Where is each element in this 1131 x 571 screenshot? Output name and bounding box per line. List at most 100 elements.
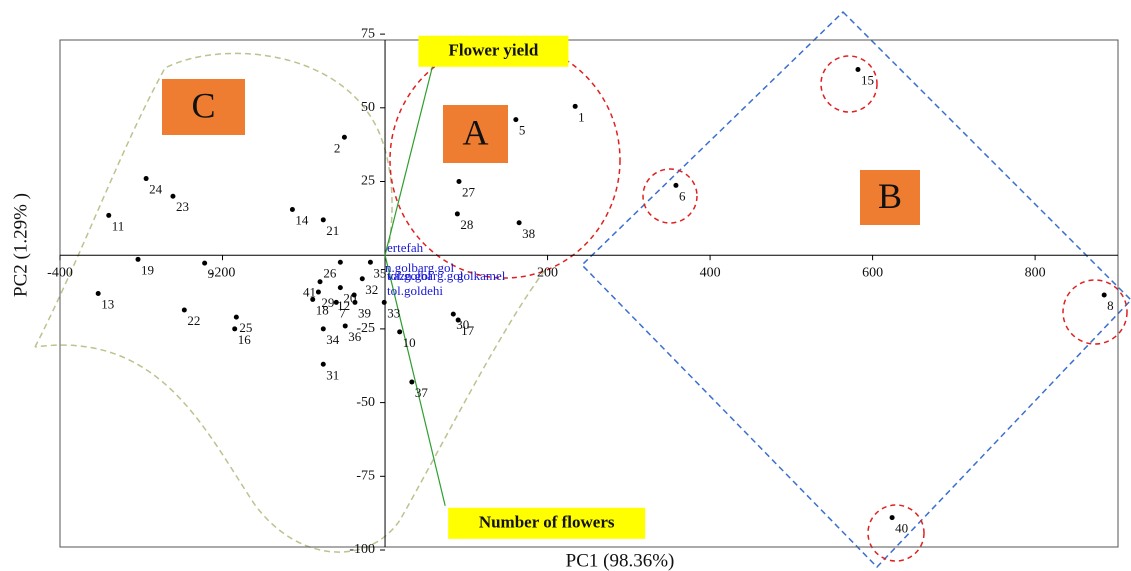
point bbox=[320, 361, 326, 367]
point-label: 25 bbox=[239, 320, 252, 335]
point-label: 24 bbox=[149, 182, 163, 197]
point bbox=[513, 117, 519, 123]
loading-vector bbox=[384, 255, 446, 506]
x-axis-label: PC1 (98.36%) bbox=[566, 550, 675, 571]
highlight-circle bbox=[1062, 279, 1128, 345]
point bbox=[409, 379, 415, 385]
annotation-box bbox=[448, 507, 646, 539]
point bbox=[342, 323, 348, 329]
point bbox=[95, 291, 101, 297]
point bbox=[320, 217, 326, 223]
x-tick-label: 200 bbox=[537, 265, 558, 280]
group-box bbox=[860, 170, 920, 225]
point-label: 37 bbox=[415, 385, 429, 400]
plot-frame bbox=[59, 39, 1119, 548]
point bbox=[337, 285, 343, 291]
point bbox=[1101, 292, 1107, 298]
point-label: 40 bbox=[895, 521, 908, 536]
point bbox=[397, 329, 403, 335]
point-label: 26 bbox=[323, 265, 337, 280]
point bbox=[315, 289, 321, 295]
variable-label: golkamel bbox=[457, 268, 506, 283]
point-label: 15 bbox=[861, 72, 874, 87]
variable-label: n.golbarg.gol bbox=[385, 260, 454, 275]
y-tick-label: -100 bbox=[349, 542, 375, 557]
group-c-outline bbox=[34, 52, 546, 553]
point bbox=[359, 276, 365, 282]
point-label: 31 bbox=[326, 367, 339, 382]
y-tick-label: -50 bbox=[356, 395, 375, 410]
variable-label: tol.golbarg.gol bbox=[387, 268, 464, 283]
point-label: 5 bbox=[519, 123, 526, 138]
point-label: 10 bbox=[403, 335, 416, 350]
point-label: 6 bbox=[679, 188, 686, 203]
point-label: 21 bbox=[326, 223, 339, 238]
point-label: 18 bbox=[316, 302, 329, 317]
group-box bbox=[162, 79, 245, 135]
x-tick-label: 600 bbox=[862, 265, 883, 280]
x-tick-label: 400 bbox=[700, 265, 721, 280]
point bbox=[333, 299, 339, 305]
point bbox=[673, 182, 679, 188]
variable-label: ertefah bbox=[387, 240, 424, 255]
point-label: 23 bbox=[176, 199, 189, 214]
point-label: 12 bbox=[337, 298, 350, 313]
group-label: B bbox=[878, 176, 902, 216]
y-tick-label: 75 bbox=[361, 26, 375, 41]
point bbox=[456, 179, 462, 185]
y-tick-label: -75 bbox=[356, 469, 375, 484]
point bbox=[454, 211, 460, 217]
point bbox=[450, 311, 456, 317]
point-label: 33 bbox=[387, 305, 400, 320]
x-tick-label: -200 bbox=[210, 265, 236, 280]
point-label: 9 bbox=[208, 266, 215, 281]
point-label: 8 bbox=[1107, 298, 1114, 313]
point bbox=[181, 307, 187, 313]
point-label: 14 bbox=[295, 212, 309, 227]
y-axis-label: PC2 (1.29% ) bbox=[10, 193, 31, 297]
point bbox=[337, 259, 343, 265]
point-label: 7 bbox=[339, 305, 346, 320]
point bbox=[310, 296, 316, 302]
point-label: 17 bbox=[461, 323, 475, 338]
point-label: 19 bbox=[141, 262, 154, 277]
point bbox=[202, 260, 208, 266]
point bbox=[572, 103, 578, 109]
point bbox=[233, 314, 239, 320]
point-label: 38 bbox=[522, 226, 535, 241]
highlight-circle bbox=[642, 168, 698, 224]
point bbox=[889, 515, 895, 521]
y-tick-label: -25 bbox=[356, 321, 375, 336]
point bbox=[855, 66, 861, 72]
group-label: C bbox=[191, 85, 215, 125]
point bbox=[135, 256, 141, 262]
point-label: 27 bbox=[462, 184, 476, 199]
group-label: A bbox=[463, 112, 489, 152]
point-label: 39 bbox=[358, 305, 371, 320]
annotation: Flower yield bbox=[448, 41, 538, 60]
y-tick-label: 50 bbox=[361, 100, 375, 115]
point bbox=[170, 193, 176, 199]
point-label: 32 bbox=[365, 282, 378, 297]
point-label: 28 bbox=[460, 217, 473, 232]
point-label: 41 bbox=[303, 285, 316, 300]
highlight-circle bbox=[867, 504, 925, 562]
point bbox=[351, 292, 357, 298]
loading-vector bbox=[384, 54, 437, 256]
point-label: 34 bbox=[326, 332, 340, 347]
point-label: 2 bbox=[334, 140, 341, 155]
point-label: 35 bbox=[373, 265, 386, 280]
point bbox=[455, 317, 461, 323]
annotation-box bbox=[418, 35, 569, 67]
point-label: 1 bbox=[578, 109, 585, 124]
point bbox=[106, 212, 112, 218]
point bbox=[352, 299, 358, 305]
point bbox=[143, 176, 149, 182]
group-box bbox=[443, 105, 508, 163]
point bbox=[289, 207, 295, 213]
variable-label: vazn.gol bbox=[387, 268, 432, 283]
point bbox=[367, 259, 373, 265]
point-label: 13 bbox=[101, 297, 114, 312]
point-label: 36 bbox=[348, 329, 362, 344]
